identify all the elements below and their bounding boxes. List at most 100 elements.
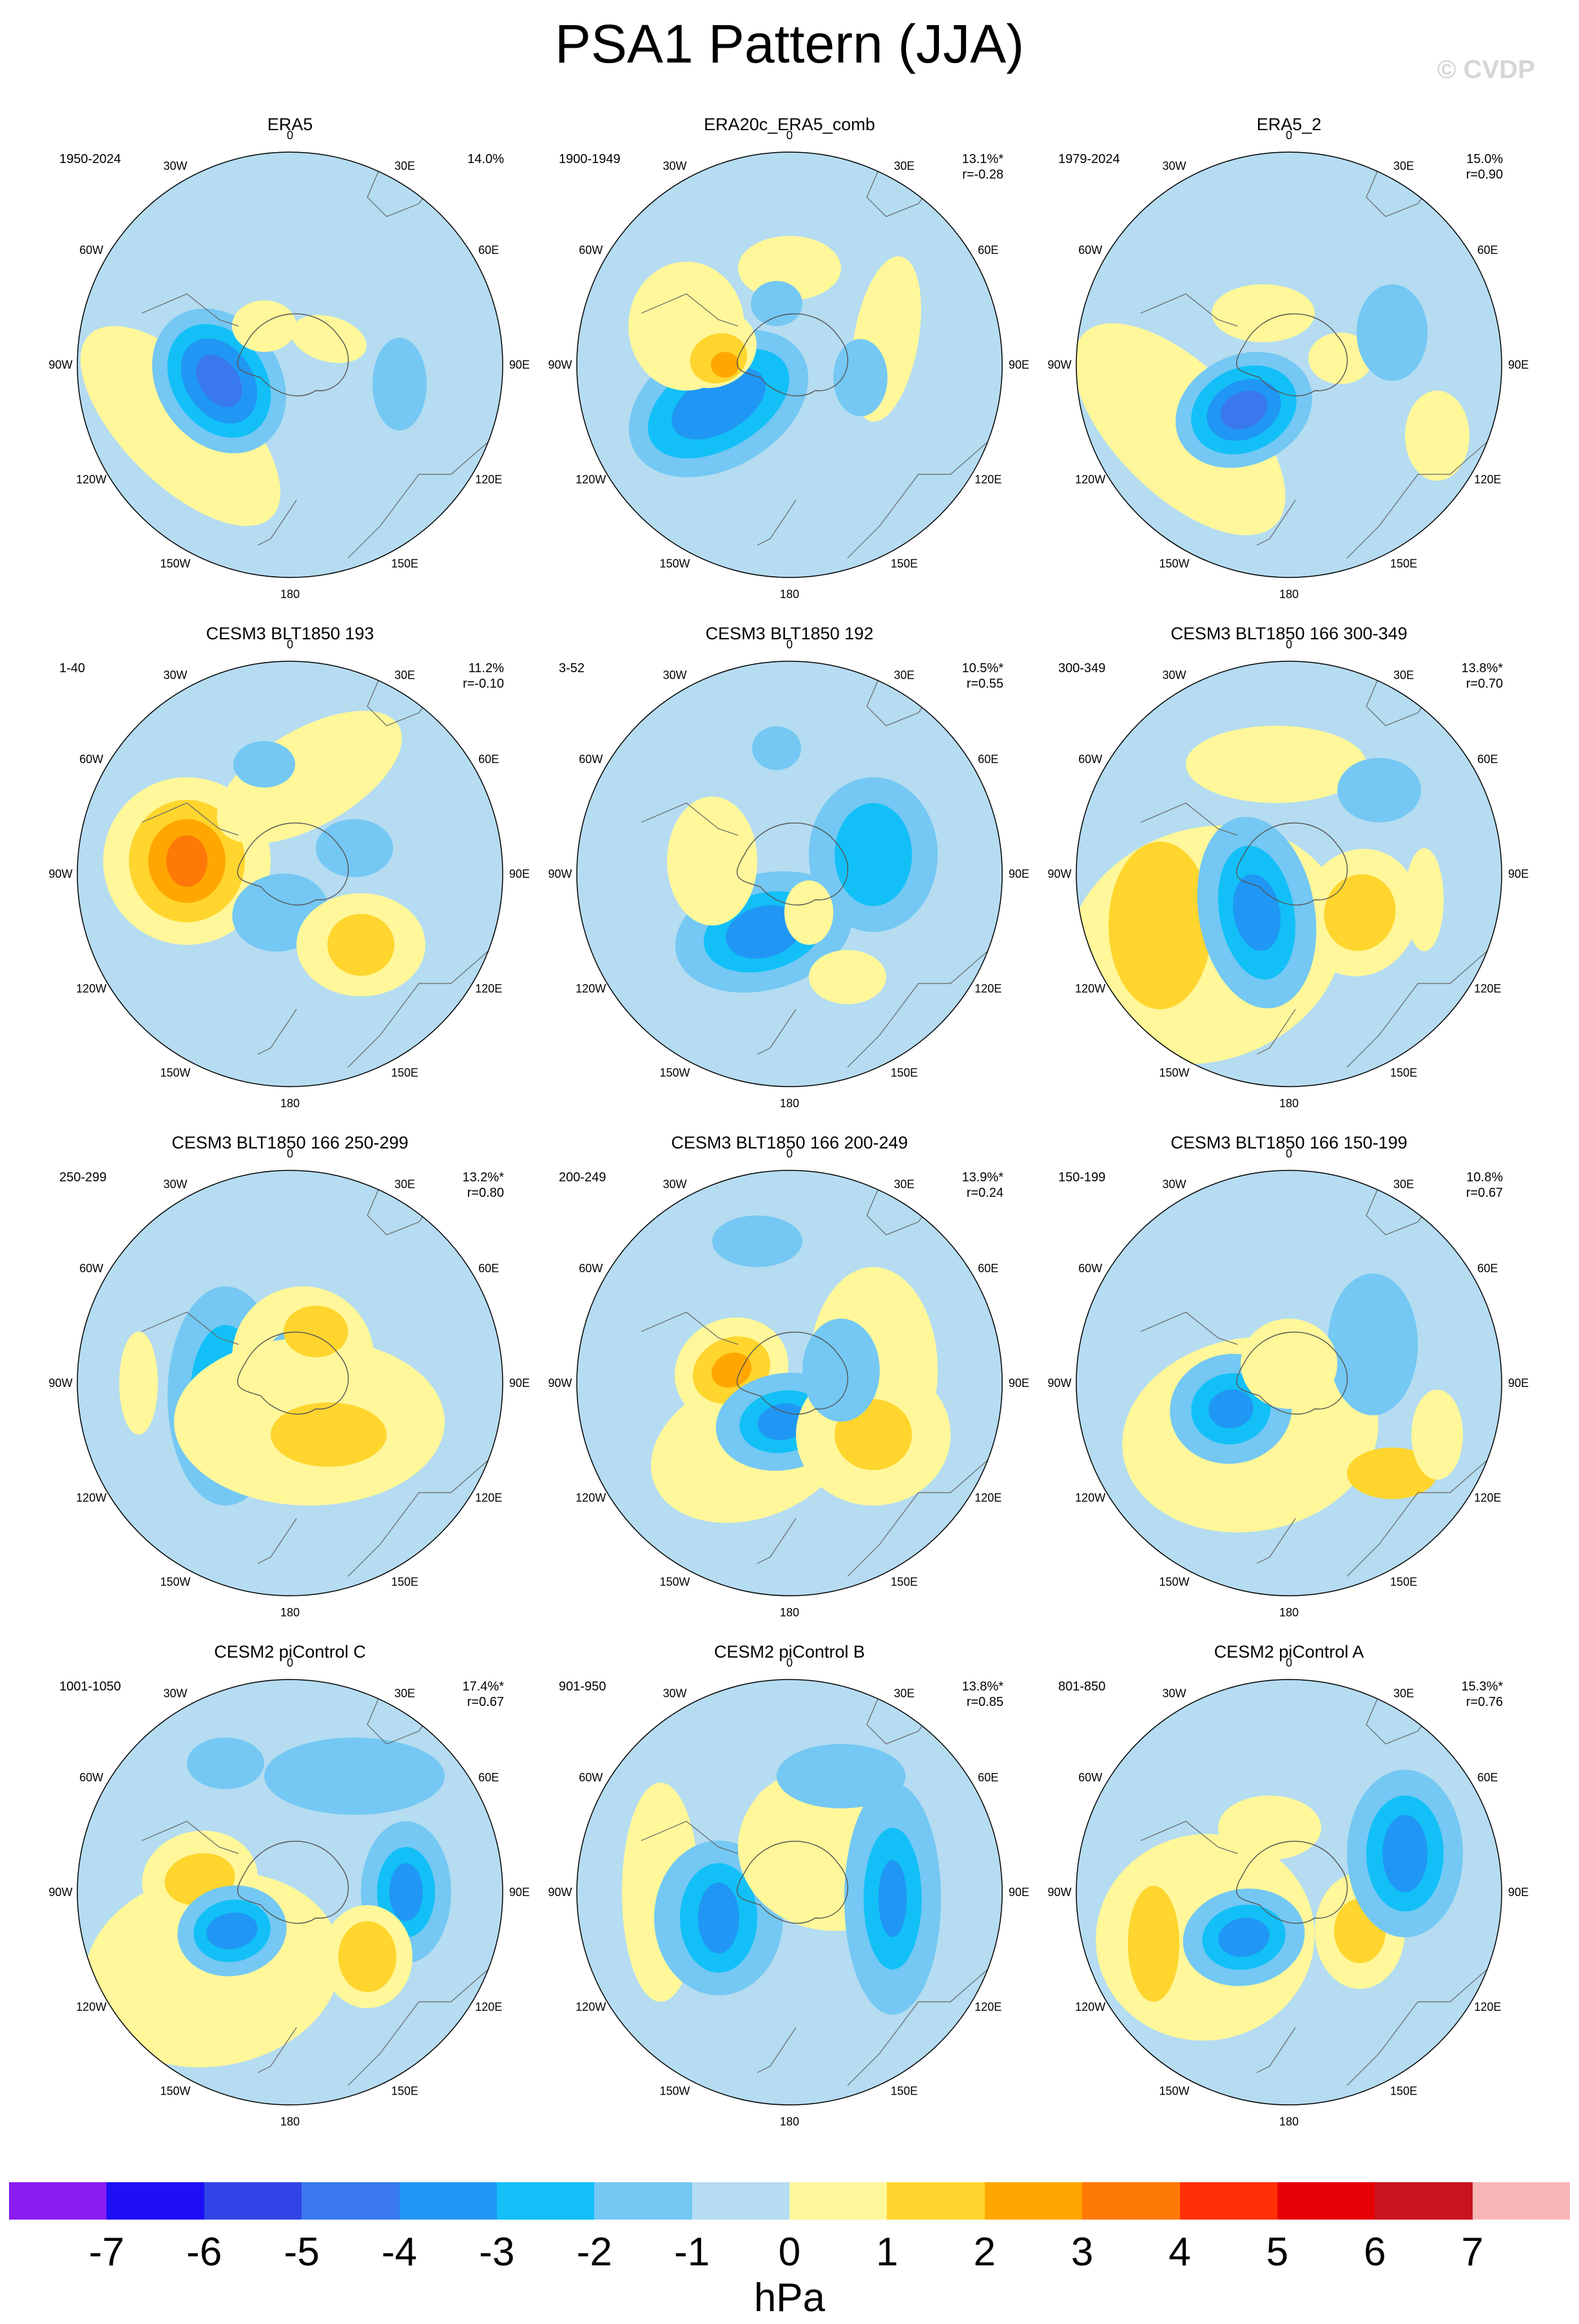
longitude-label: 60E — [1477, 753, 1498, 766]
colorbar-box — [594, 2182, 692, 2220]
panel-percent-variance: 13.8%* — [962, 1680, 1004, 1694]
panel-pattern-correlation: r=0.55 — [966, 677, 1003, 691]
map-disk — [1076, 1170, 1502, 1596]
continent-coastline — [847, 938, 1002, 1068]
continent-coastline — [1140, 1312, 1238, 1345]
panel-years: 250-299 — [59, 1170, 107, 1185]
longitude-label: 30E — [1393, 669, 1414, 682]
negative-anomaly-contour — [1328, 1273, 1418, 1415]
colorbar-label: -2 — [576, 2230, 612, 2274]
colorbar-label: 1 — [876, 2230, 898, 2274]
negative-anomaly-contour — [233, 741, 295, 788]
positive-anomaly-contour — [1324, 874, 1396, 951]
map-disk — [1076, 1680, 1502, 2105]
colorbar-box — [984, 2182, 1083, 2220]
continent-coastline — [347, 938, 503, 1068]
panel-years: 1001-1050 — [59, 1680, 121, 1694]
positive-anomaly-contour — [1405, 848, 1444, 951]
panel-title: ERA20c_ERA5_comb — [704, 115, 875, 134]
longitude-label: 150W — [659, 1066, 690, 1079]
polar-map: 0 30E 60E 90E 120E 150E 180 150W 120W 90W 60W 30W — [48, 1656, 530, 2128]
colorbar-label: 3 — [1070, 2230, 1094, 2274]
longitude-label: 150W — [160, 557, 190, 570]
longitude-label: 90W — [48, 1886, 72, 1899]
panel-years: 200-249 — [559, 1170, 606, 1185]
continent-coastline — [141, 1821, 239, 1854]
panel-title: ERA5_2 — [1256, 115, 1322, 134]
negative-anomaly-contour — [726, 905, 802, 959]
polar-map: 0 30E 60E 90E 120E 150E 180 150W 120W 90W 60W 30W — [548, 129, 1029, 601]
continent-coastline — [757, 2027, 797, 2073]
map-border — [576, 1679, 1003, 2106]
longitude-label: 150W — [160, 1066, 190, 1079]
longitude-label: 90W — [48, 1377, 72, 1390]
longitude-label: 150W — [160, 2084, 190, 2097]
colorbar — [9, 2182, 1570, 2220]
negative-anomaly-contour — [1233, 874, 1281, 951]
colorbar-label: -1 — [674, 2230, 710, 2274]
panel-pattern-correlation: r=0.85 — [966, 1695, 1003, 1709]
longitude-label: 60W — [79, 753, 103, 766]
negative-anomaly-contour — [373, 338, 427, 431]
map-disk — [577, 661, 1002, 1087]
panel-years: 150-199 — [1058, 1170, 1106, 1185]
polar-map: 0 30E 60E 90E 120E 150E 180 150W 120W 90W 60W 30W — [48, 129, 530, 601]
longitude-label: 90W — [1047, 1886, 1071, 1899]
longitude-label: 30E — [894, 160, 915, 173]
panel-percent-variance: 15.0% — [1466, 152, 1503, 166]
positive-anomaly-contour — [166, 835, 208, 887]
colorbar-box — [496, 2182, 595, 2220]
continent-coastline — [847, 1956, 1002, 2086]
negative-anomaly-contour — [878, 1860, 907, 1937]
longitude-label: 90W — [1047, 867, 1071, 880]
longitude-label: 0 — [287, 129, 293, 142]
longitude-label: 180 — [1279, 1097, 1299, 1110]
longitude-label: 150E — [391, 2084, 418, 2097]
longitude-label: 0 — [1286, 129, 1292, 142]
longitude-label: 120E — [475, 473, 502, 486]
map-panel: 0 30E 60E 90E 120E 150E 180 150W 120W 90W 60W 30W C… — [1038, 623, 1540, 1132]
map-border — [77, 661, 503, 1087]
polar-map: 0 30E 60E 90E 120E 150E 180 150W 120W 90W 60W 30W — [548, 638, 1029, 1110]
longitude-label: 120W — [576, 2000, 606, 2013]
panel-title: ERA5 — [267, 115, 313, 134]
positive-anomaly-contour — [711, 1352, 752, 1388]
longitude-label: 120E — [1474, 1491, 1501, 1504]
longitude-label: 30E — [894, 669, 915, 682]
longitude-label: 60E — [478, 753, 499, 766]
longitude-label: 90E — [1009, 1886, 1029, 1899]
negative-anomaly-contour — [187, 1738, 264, 1789]
positive-anomaly-contour — [711, 352, 739, 378]
longitude-label: 30E — [394, 160, 415, 173]
negative-anomaly-contour — [712, 1215, 802, 1267]
panel-title: CESM2 piControl A — [1214, 1642, 1364, 1661]
longitude-label: 90E — [1009, 1377, 1029, 1390]
longitude-label: 60W — [579, 244, 603, 257]
continent-coastline — [757, 1518, 797, 1564]
longitude-label: 90E — [509, 867, 530, 880]
longitude-label: 30W — [163, 1178, 187, 1191]
longitude-label: 180 — [780, 1097, 799, 1110]
longitude-label: 90W — [48, 867, 72, 880]
continent-coastline — [347, 1447, 503, 1577]
colorbar-box — [1375, 2182, 1473, 2220]
polar-map: 0 30E 60E 90E 120E 150E 180 150W 120W 90W 60W 30W — [48, 1147, 530, 1619]
panel-pattern-correlation: r=-0.28 — [962, 168, 1003, 182]
map-disk — [77, 1680, 503, 2105]
antarctica-coastline — [1236, 1841, 1348, 1924]
longitude-label: 60E — [1477, 244, 1498, 257]
continent-coastline — [257, 499, 297, 546]
panel-title: CESM2 piControl B — [713, 1642, 866, 1661]
longitude-label: 60E — [478, 1262, 499, 1275]
longitude-label: 90W — [548, 1377, 572, 1390]
continent-coastline — [641, 1821, 739, 1854]
longitude-label: 90W — [548, 358, 572, 371]
longitude-label: 30E — [394, 1687, 415, 1700]
longitude-label: 150E — [891, 557, 918, 570]
map-panel: 0 30E 60E 90E 120E 150E 180 150W 120W 90W 60W 30W C… — [39, 623, 541, 1132]
colorbar-label: -3 — [479, 2230, 515, 2274]
colorbar-box — [106, 2182, 204, 2220]
positive-anomaly-contour — [291, 315, 367, 363]
negative-anomaly-contour — [835, 803, 912, 906]
longitude-label: 30E — [1393, 1178, 1414, 1191]
